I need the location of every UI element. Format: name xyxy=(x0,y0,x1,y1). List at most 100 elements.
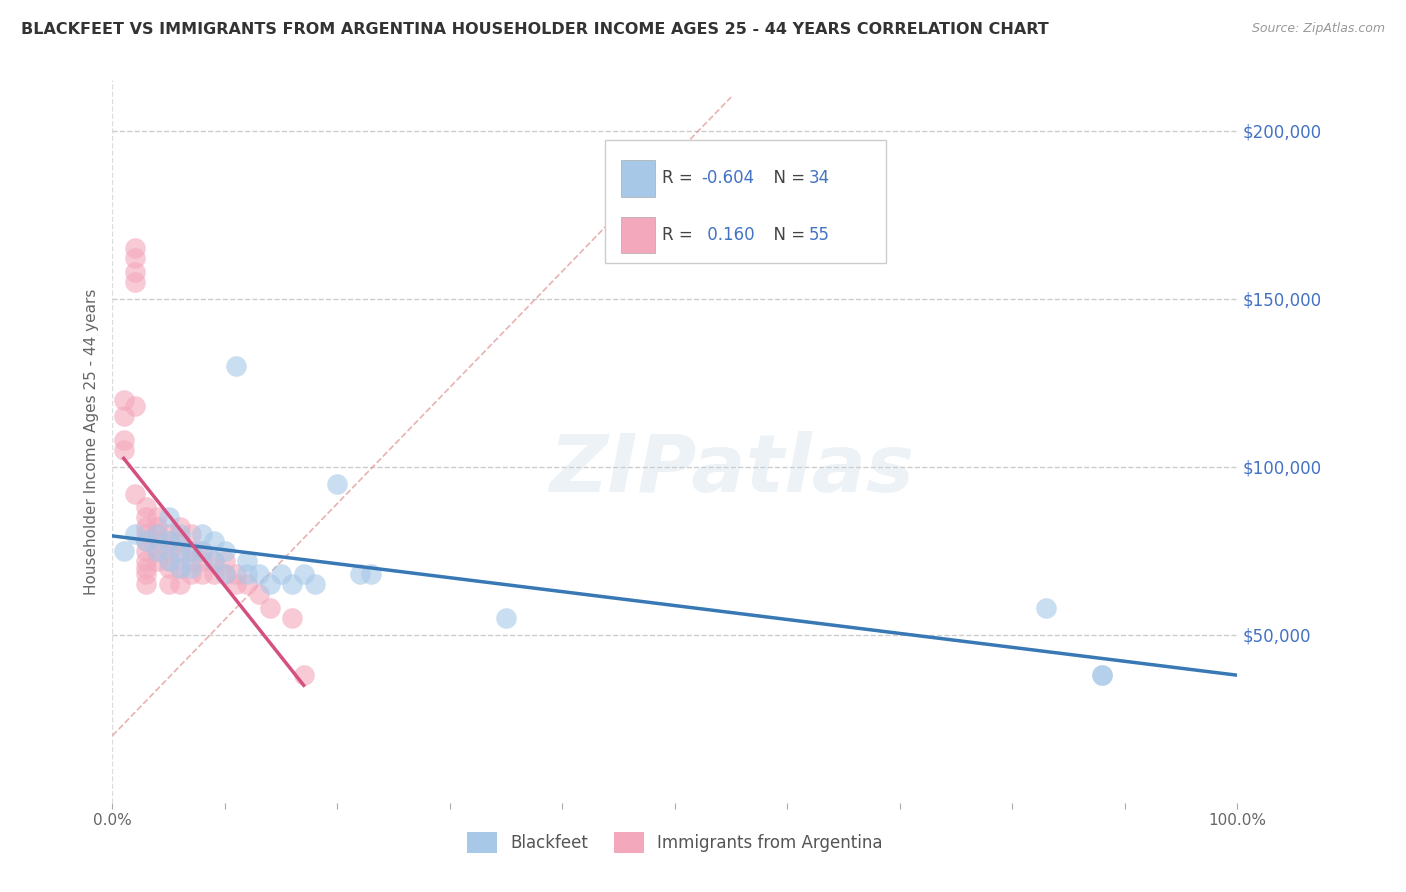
Point xyxy=(135,510,157,524)
Point xyxy=(180,543,202,558)
Point xyxy=(259,577,281,591)
Point xyxy=(157,554,180,568)
Point xyxy=(292,668,315,682)
Point xyxy=(146,527,169,541)
Legend: Blackfeet, Immigrants from Argentina: Blackfeet, Immigrants from Argentina xyxy=(461,826,889,860)
Point xyxy=(112,433,135,447)
Point xyxy=(191,527,214,541)
Point xyxy=(169,543,191,558)
Point xyxy=(191,554,214,568)
Point xyxy=(247,587,270,601)
Point xyxy=(304,577,326,591)
Text: 0.160: 0.160 xyxy=(702,226,754,244)
Point xyxy=(124,486,146,500)
Point xyxy=(1091,668,1114,682)
Point xyxy=(112,442,135,457)
Point xyxy=(112,543,135,558)
Point xyxy=(135,577,157,591)
Point xyxy=(124,275,146,289)
Y-axis label: Householder Income Ages 25 - 44 years: Householder Income Ages 25 - 44 years xyxy=(83,288,98,595)
Point xyxy=(157,543,180,558)
Point xyxy=(169,577,191,591)
Point xyxy=(1091,668,1114,682)
Point xyxy=(157,510,180,524)
Text: 55: 55 xyxy=(808,226,830,244)
Point xyxy=(146,533,169,548)
Point xyxy=(360,567,382,582)
Point xyxy=(247,567,270,582)
Point xyxy=(225,567,247,582)
Text: BLACKFEET VS IMMIGRANTS FROM ARGENTINA HOUSEHOLDER INCOME AGES 25 - 44 YEARS COR: BLACKFEET VS IMMIGRANTS FROM ARGENTINA H… xyxy=(21,22,1049,37)
Point xyxy=(124,265,146,279)
Point xyxy=(495,611,517,625)
Point xyxy=(191,543,214,558)
Point xyxy=(236,567,259,582)
Point xyxy=(146,520,169,534)
Point xyxy=(157,527,180,541)
Point xyxy=(135,527,157,541)
Point xyxy=(157,554,180,568)
Point xyxy=(214,567,236,582)
Point xyxy=(124,399,146,413)
Point xyxy=(202,554,225,568)
Point xyxy=(135,520,157,534)
Point xyxy=(1035,600,1057,615)
Point xyxy=(202,533,225,548)
Point xyxy=(349,567,371,582)
Point xyxy=(191,567,214,582)
Point xyxy=(135,533,157,548)
Point xyxy=(112,392,135,407)
Point xyxy=(112,409,135,424)
Point xyxy=(270,567,292,582)
Point xyxy=(180,560,202,574)
Point xyxy=(281,577,304,591)
Point xyxy=(157,533,180,548)
Point xyxy=(225,577,247,591)
Point xyxy=(169,560,191,574)
Point xyxy=(146,554,169,568)
Point xyxy=(135,554,157,568)
Point xyxy=(135,567,157,582)
Point xyxy=(214,567,236,582)
Point xyxy=(146,527,169,541)
Point xyxy=(124,252,146,266)
Text: Source: ZipAtlas.com: Source: ZipAtlas.com xyxy=(1251,22,1385,36)
Point xyxy=(169,543,191,558)
Point xyxy=(169,520,191,534)
Point xyxy=(124,527,146,541)
Point xyxy=(191,543,214,558)
Point xyxy=(214,554,236,568)
Point xyxy=(281,611,304,625)
Point xyxy=(214,543,236,558)
Point xyxy=(157,560,180,574)
Text: R =: R = xyxy=(662,226,699,244)
Text: N =: N = xyxy=(763,226,811,244)
Text: N =: N = xyxy=(763,169,811,187)
Point xyxy=(180,554,202,568)
Point xyxy=(135,560,157,574)
Point xyxy=(259,600,281,615)
Point xyxy=(157,533,180,548)
Point xyxy=(135,533,157,548)
Point xyxy=(169,527,191,541)
Text: R =: R = xyxy=(662,169,699,187)
Text: -0.604: -0.604 xyxy=(702,169,755,187)
Point xyxy=(169,533,191,548)
Point xyxy=(157,577,180,591)
Point xyxy=(146,543,169,558)
Point xyxy=(146,543,169,558)
Point xyxy=(292,567,315,582)
Point xyxy=(202,567,225,582)
Point xyxy=(124,241,146,255)
Point xyxy=(225,359,247,373)
Point xyxy=(202,554,225,568)
Point xyxy=(180,527,202,541)
Point xyxy=(236,554,259,568)
Point xyxy=(169,560,191,574)
Point xyxy=(180,567,202,582)
Text: 34: 34 xyxy=(808,169,830,187)
Point xyxy=(236,577,259,591)
Text: ZIPatlas: ZIPatlas xyxy=(548,432,914,509)
Point xyxy=(146,510,169,524)
Point xyxy=(135,543,157,558)
